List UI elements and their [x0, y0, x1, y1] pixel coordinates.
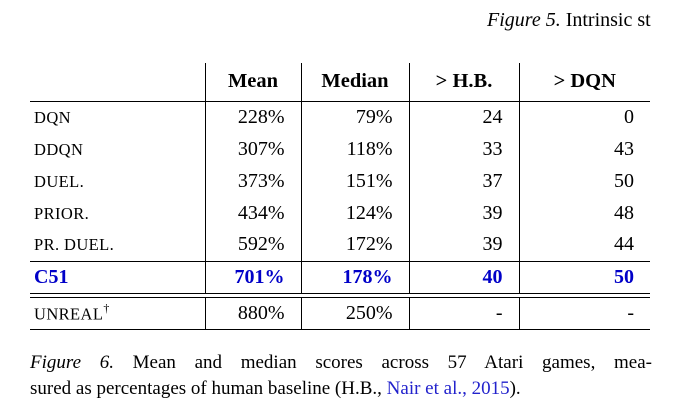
- caption-line-1: Figure 6. Mean and median scores across …: [30, 350, 652, 376]
- row-label: C51: [34, 265, 69, 288]
- cell-median: 124%: [300, 197, 409, 229]
- cell-gt-hb: -: [408, 296, 519, 330]
- cell-gt-dqn: 50: [518, 165, 650, 197]
- table-row-ddqn: DDQN 307% 118% 33 43: [30, 133, 650, 165]
- cell-median: 79%: [300, 101, 409, 133]
- caption-suffix: ).: [509, 378, 521, 399]
- row-label: PR. DUEL.: [34, 235, 115, 255]
- results-table: Mean Median > H.B. > DQN DQN 228% 79% 24…: [30, 63, 650, 330]
- cell-gt-hb: 24: [408, 101, 519, 133]
- table-row-c51: C51 701% 178% 40 50: [30, 260, 650, 294]
- row-label-cell: UNREAL†: [30, 296, 205, 330]
- cell-mean: 592%: [204, 229, 301, 261]
- row-label-cell: PRIOR.: [30, 197, 205, 229]
- cell-gt-hb: 39: [408, 229, 519, 261]
- table-row-prior: PRIOR. 434% 124% 39 48: [30, 197, 650, 229]
- header-row: Mean Median > H.B. > DQN: [30, 63, 650, 102]
- figure6-label: Figure 6.: [30, 352, 114, 373]
- caption-text-line2: sured as percentages of human baseline (…: [30, 378, 387, 399]
- citation-link[interactable]: Nair et al., 2015: [386, 378, 510, 399]
- cell-median: 151%: [300, 165, 409, 197]
- table-row-unreal: UNREAL† 880% 250% - -: [30, 296, 650, 330]
- row-label: UNREAL: [34, 304, 104, 324]
- row-label-cell: DQN: [30, 101, 205, 133]
- cell-gt-dqn: 48: [518, 197, 650, 229]
- figure5-label: Figure 5.: [487, 9, 561, 31]
- cell-median: 172%: [300, 229, 409, 261]
- row-label-cell: C51: [30, 260, 205, 294]
- header-gt-hb: > H.B.: [408, 63, 519, 102]
- row-label: PRIOR.: [34, 203, 90, 223]
- cell-gt-dqn: 50: [518, 260, 650, 294]
- caption-line-2: sured as percentages of human baseline (…: [30, 376, 652, 402]
- dagger-superscript: †: [103, 300, 110, 315]
- cell-gt-dqn: 0: [518, 101, 650, 133]
- row-label: DUEL.: [34, 171, 85, 191]
- cell-median: 250%: [300, 296, 409, 330]
- cell-mean: 228%: [204, 101, 301, 133]
- caption-text-line1: Mean and median scores across 57 Atari g…: [113, 352, 652, 373]
- row-label-cell: DDQN: [30, 133, 205, 165]
- figure5-caption-fragment: Figure 5. Intrinsic st: [487, 9, 651, 32]
- cell-gt-dqn: 44: [518, 229, 650, 261]
- cell-gt-hb: 40: [408, 260, 519, 294]
- cell-median: 118%: [300, 133, 409, 165]
- row-label-cell: PR. DUEL.: [30, 229, 205, 261]
- cell-mean: 701%: [204, 260, 301, 294]
- cell-mean: 880%: [204, 296, 301, 330]
- cell-mean: 307%: [204, 133, 301, 165]
- table-row-dqn: DQN 228% 79% 24 0: [30, 101, 650, 133]
- row-label: DQN: [34, 107, 71, 127]
- table-row-pr-duel: PR. DUEL. 592% 172% 39 44: [30, 229, 650, 261]
- cell-mean: 373%: [204, 165, 301, 197]
- cell-mean: 434%: [204, 197, 301, 229]
- header-mean: Mean: [204, 63, 301, 102]
- figure5-text: Intrinsic st: [560, 9, 651, 31]
- cell-gt-hb: 37: [408, 165, 519, 197]
- cell-gt-dqn: -: [518, 296, 650, 330]
- row-label: DDQN: [34, 139, 84, 159]
- row-label-cell: DUEL.: [30, 165, 205, 197]
- cell-gt-hb: 33: [408, 133, 519, 165]
- cell-gt-hb: 39: [408, 197, 519, 229]
- header-gt-dqn: > DQN: [518, 63, 650, 102]
- cell-median: 178%: [300, 260, 409, 294]
- figure6-caption: Figure 6. Mean and median scores across …: [30, 350, 652, 402]
- cell-gt-dqn: 43: [518, 133, 650, 165]
- table-row-duel: DUEL. 373% 151% 37 50: [30, 165, 650, 197]
- header-median: Median: [300, 63, 409, 102]
- header-blank-cell: [30, 63, 205, 102]
